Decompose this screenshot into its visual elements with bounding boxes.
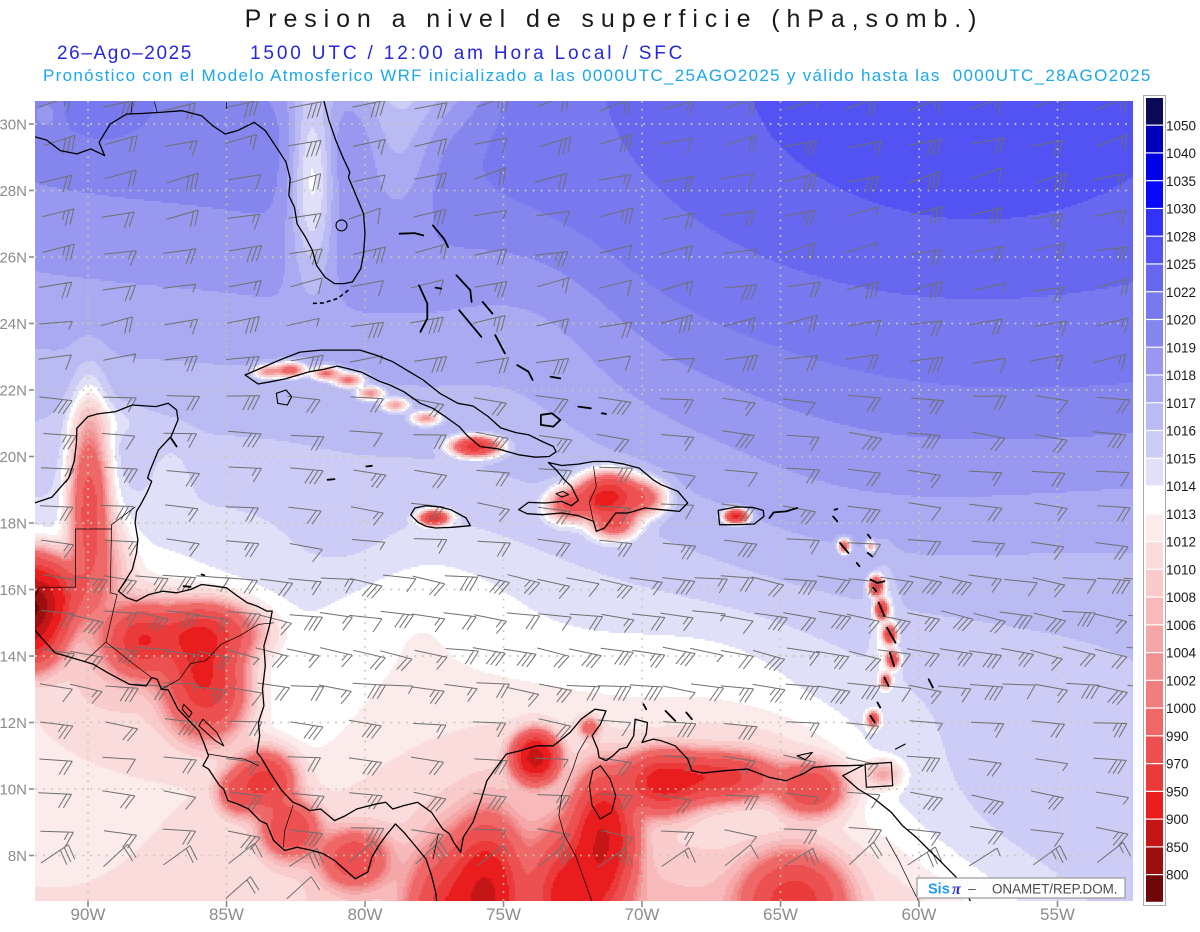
svg-text:30N: 30N: [0, 117, 27, 134]
svg-text:950: 950: [1166, 785, 1189, 800]
svg-text:1040: 1040: [1166, 146, 1196, 161]
svg-text:800: 800: [1166, 868, 1189, 883]
svg-text:1010: 1010: [1166, 562, 1196, 577]
svg-text:1019: 1019: [1166, 340, 1196, 355]
svg-text:75W: 75W: [486, 905, 521, 924]
svg-text:60W: 60W: [902, 905, 937, 924]
svg-text:55W: 55W: [1040, 905, 1075, 924]
svg-text:10N: 10N: [0, 782, 27, 799]
svg-text:Sis: Sis: [928, 882, 950, 898]
svg-text:12N: 12N: [0, 715, 27, 732]
svg-text:1008: 1008: [1166, 590, 1196, 605]
svg-text:1030: 1030: [1166, 202, 1196, 217]
svg-text:1014: 1014: [1166, 479, 1197, 494]
svg-text:1012: 1012: [1166, 535, 1196, 550]
svg-text:1002: 1002: [1166, 673, 1196, 688]
svg-text:28N: 28N: [0, 183, 27, 200]
svg-text:1013: 1013: [1166, 507, 1196, 522]
svg-text:850: 850: [1166, 840, 1189, 855]
svg-text:–: –: [968, 880, 976, 896]
svg-text:900: 900: [1166, 812, 1189, 827]
svg-text:65W: 65W: [763, 905, 798, 924]
svg-text:1016: 1016: [1166, 424, 1196, 439]
svg-text:1025: 1025: [1166, 257, 1196, 272]
svg-text:1020: 1020: [1166, 313, 1196, 328]
svg-text:16N: 16N: [0, 582, 27, 599]
svg-text:1000: 1000: [1166, 701, 1196, 716]
svg-text:970: 970: [1166, 757, 1189, 772]
svg-text:1015: 1015: [1166, 451, 1196, 466]
svg-text:80W: 80W: [348, 905, 383, 924]
svg-text:90W: 90W: [71, 905, 106, 924]
svg-text:ONAMET/REP.DOM.: ONAMET/REP.DOM.: [992, 882, 1118, 897]
svg-text:1028: 1028: [1166, 229, 1196, 244]
svg-text:70W: 70W: [625, 905, 660, 924]
svg-text:22N: 22N: [0, 383, 27, 400]
svg-text:1022: 1022: [1166, 285, 1196, 300]
svg-text:24N: 24N: [0, 316, 27, 333]
svg-text:1017: 1017: [1166, 396, 1196, 411]
svg-text:π: π: [952, 881, 962, 898]
svg-text:85W: 85W: [209, 905, 244, 924]
svg-text:1018: 1018: [1166, 368, 1196, 383]
svg-text:14N: 14N: [0, 649, 27, 666]
svg-text:20N: 20N: [0, 449, 27, 466]
svg-text:1035: 1035: [1166, 174, 1196, 189]
svg-text:8N: 8N: [8, 848, 27, 865]
svg-text:990: 990: [1166, 729, 1189, 744]
svg-text:1004: 1004: [1166, 646, 1197, 661]
svg-text:1050: 1050: [1166, 118, 1196, 133]
svg-text:26N: 26N: [0, 250, 27, 267]
svg-text:18N: 18N: [0, 516, 27, 533]
svg-text:1006: 1006: [1166, 618, 1196, 633]
